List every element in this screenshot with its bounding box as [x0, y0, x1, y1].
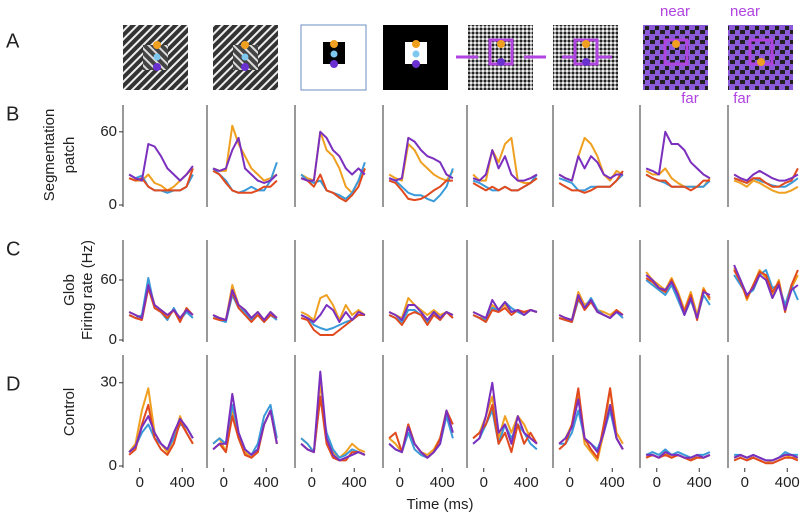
series-line: [645, 173, 710, 192]
series-line: [300, 370, 366, 462]
series-line: [212, 170, 278, 194]
series-line: [388, 136, 454, 182]
series-line: [128, 287, 194, 323]
series-line: [733, 453, 799, 462]
series-line: [128, 284, 194, 319]
y-tick-label: 60: [100, 271, 117, 288]
x-tick-label: 0: [220, 474, 228, 491]
x-tick-label: 400: [430, 474, 455, 491]
series-line: [472, 381, 538, 445]
stim-label: far: [733, 90, 751, 107]
x-tick-label: 0: [308, 474, 316, 491]
y-tick-label: 0: [109, 331, 117, 348]
series-line: [212, 392, 278, 456]
series-line: [472, 307, 538, 323]
series-line: [128, 415, 194, 453]
panel-label: A: [6, 30, 20, 52]
series-line: [472, 403, 538, 454]
x-tick-label: 0: [480, 474, 488, 491]
series-line: [300, 395, 366, 459]
series-line: [646, 451, 711, 459]
series-line: [558, 294, 624, 321]
x-tick-label: 400: [254, 474, 279, 491]
series-line: [388, 297, 454, 319]
series-line: [733, 179, 799, 194]
series-line: [472, 149, 538, 182]
x-tick-label: 400: [514, 474, 539, 491]
x-axis-label: Time (ms): [407, 496, 474, 513]
series-line: [388, 409, 454, 459]
y-tick-label: 60: [100, 123, 117, 140]
series-line: [212, 136, 278, 184]
panel-label: D: [6, 373, 20, 395]
x-tick-label: 400: [170, 474, 195, 491]
series-line: [472, 136, 538, 184]
row-label: Control: [61, 388, 78, 436]
panel-label: B: [6, 103, 19, 125]
row-label: Glob: [61, 274, 78, 306]
row-label: Segmentation: [41, 109, 58, 202]
series-line: [472, 177, 538, 192]
series-line: [212, 124, 278, 182]
series-line: [645, 130, 711, 180]
stimuli: [123, 24, 793, 91]
series-line: [388, 179, 453, 202]
x-tick-label: 400: [775, 474, 800, 491]
series-line: [472, 299, 538, 319]
series-line: [645, 274, 711, 319]
series-line: [733, 269, 799, 313]
series-line: [558, 170, 624, 194]
stim-label: near: [730, 3, 760, 20]
series-line: [733, 456, 799, 465]
series-line: [558, 155, 623, 182]
series-line: [388, 168, 454, 203]
y-tick-label: 0: [109, 196, 117, 213]
y-tick-label: 30: [100, 374, 117, 391]
series-line: [733, 169, 799, 182]
series-line: [558, 398, 624, 454]
series-line: [300, 294, 366, 321]
panel-label: C: [6, 238, 20, 260]
x-tick-label: 0: [741, 474, 749, 491]
x-tick-label: 400: [687, 474, 712, 491]
row-label: patch: [61, 137, 78, 174]
x-tick-label: 0: [566, 474, 574, 491]
series-line: [300, 304, 366, 323]
series-line: [128, 143, 194, 182]
series-line: [300, 130, 366, 182]
series-line: [558, 136, 624, 182]
series-line: [300, 168, 366, 203]
stim-label: near: [660, 3, 690, 20]
x-tick-label: 400: [600, 474, 625, 491]
x-tick-label: 0: [653, 474, 661, 491]
stim-label: far: [681, 90, 699, 107]
x-tick-label: 400: [342, 474, 367, 491]
series-line: [733, 167, 799, 188]
y-axis-label: Firing rate (Hz): [79, 240, 96, 340]
y-tick-label: 0: [109, 457, 117, 474]
series-line: [388, 304, 454, 321]
series-line: [212, 289, 278, 321]
series-line: [733, 264, 799, 311]
x-tick-label: 0: [396, 474, 404, 491]
x-tick-label: 0: [136, 474, 144, 491]
